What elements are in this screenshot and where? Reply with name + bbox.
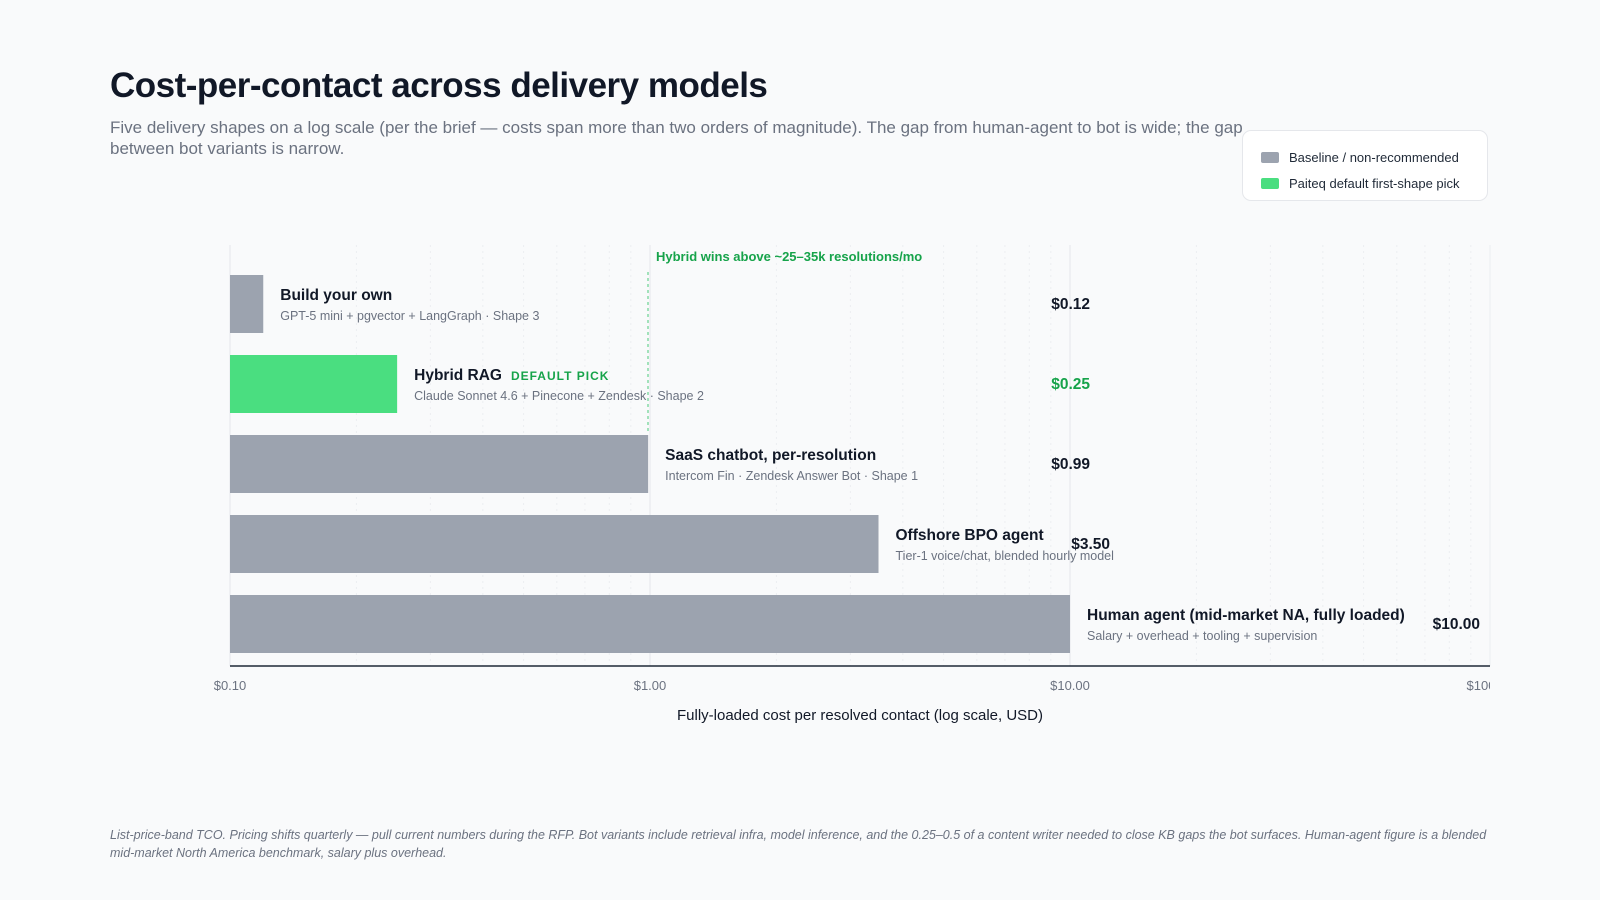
value-label-1: $0.12 xyxy=(1051,296,1090,313)
page-subtitle: Five delivery shapes on a log scale (per… xyxy=(110,118,1243,158)
bar-label-1: Build your own xyxy=(280,287,392,304)
value-label-2: $0.25 xyxy=(1051,376,1090,393)
bar-3 xyxy=(230,435,649,493)
page-title: Cost-per-contact across delivery models xyxy=(110,66,768,105)
legend-label-default-pick: Paiteq default first-shape pick xyxy=(1289,175,1460,191)
x-axis-label: Fully-loaded cost per resolved contact (… xyxy=(677,707,1043,724)
legend-item-default-pick: Paiteq default first-shape pick xyxy=(1261,170,1469,196)
bar-detail-2: Claude Sonnet 4.6 + Pinecone + Zendesk ·… xyxy=(414,389,704,403)
x-tick-label-3: $10.00 xyxy=(1050,678,1090,693)
bar-label-2: Hybrid RAG xyxy=(414,367,502,384)
x-tick-label-1: $0.10 xyxy=(214,678,247,693)
value-label-3: $0.99 xyxy=(1051,456,1090,473)
legend-label-baseline: Baseline / non-recommended xyxy=(1289,149,1459,165)
bar-label-3: SaaS chatbot, per-resolution xyxy=(665,447,876,464)
bar-detail-3: Intercom Fin · Zendesk Answer Bot · Shap… xyxy=(665,469,918,483)
bar-detail-5: Salary + overhead + tooling + supervisio… xyxy=(1087,629,1317,643)
bar-label-5: Human agent (mid-market NA, fully loaded… xyxy=(1087,607,1405,624)
x-tick-label-2: $1.00 xyxy=(634,678,667,693)
value-label-5: $10.00 xyxy=(1433,616,1480,633)
bar-detail-4: Tier-1 voice/chat, blended hourly model xyxy=(896,549,1114,563)
value-label-4: $3.50 xyxy=(1071,536,1110,553)
legend-swatch-baseline xyxy=(1261,151,1279,163)
bar-4 xyxy=(230,515,879,573)
legend-swatch-default-pick xyxy=(1261,177,1279,189)
bar-1 xyxy=(230,275,264,333)
threshold-label: Hybrid wins above ~25–35k resolutions/mo xyxy=(656,249,922,264)
cost-bar-chart: Build your own GPT-5 mini + pgvector + La… xyxy=(214,245,1514,724)
bar-detail-1: GPT-5 mini + pgvector + LangGraph · Shap… xyxy=(280,309,539,323)
bar-5 xyxy=(230,595,1070,653)
x-tick-label-4: $100.00 xyxy=(1467,678,1514,693)
default-pick-badge: DEFAULT PICK xyxy=(511,369,609,383)
bar-label-4: Offshore BPO agent xyxy=(896,527,1044,544)
bar-2 xyxy=(230,355,398,413)
footnote: List-price-band TCO. Pricing shifts quar… xyxy=(110,828,1487,860)
chart-legend: Baseline / non-recommended Paiteq defaul… xyxy=(1242,130,1488,201)
legend-item-baseline: Baseline / non-recommended xyxy=(1261,144,1469,170)
